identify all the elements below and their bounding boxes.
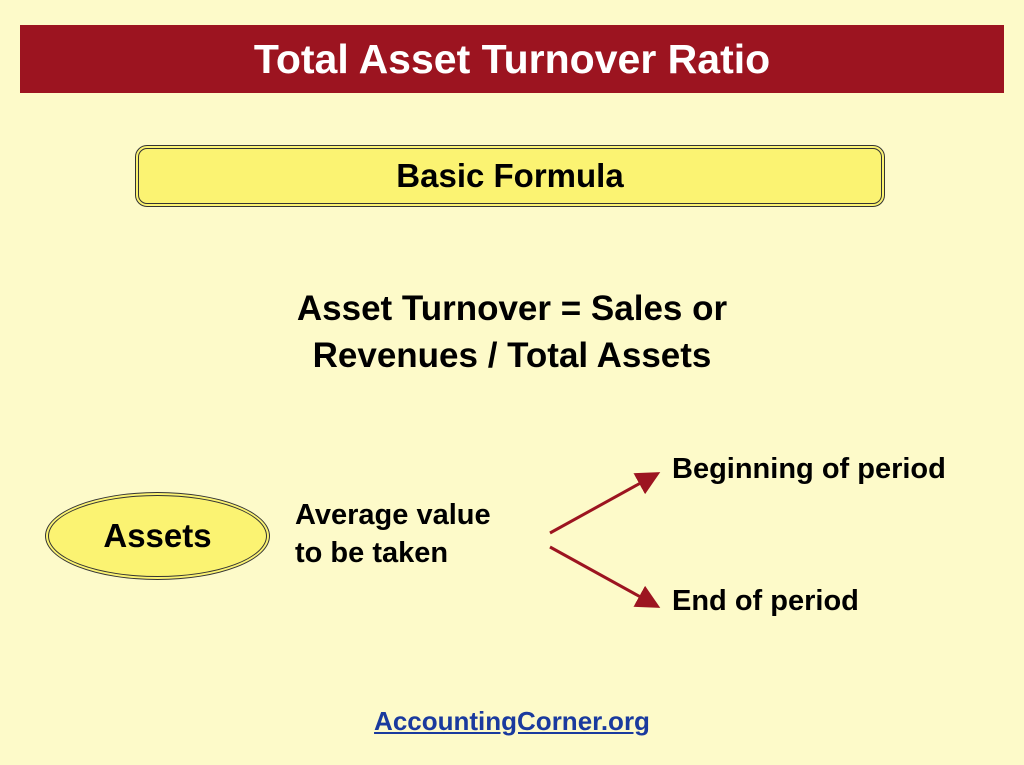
avg-line2: to be taken bbox=[295, 535, 545, 573]
avg-line1: Average value bbox=[295, 497, 545, 535]
page-background bbox=[0, 0, 1024, 765]
title-text: Total Asset Turnover Ratio bbox=[254, 36, 770, 83]
subtitle-text: Basic Formula bbox=[396, 157, 623, 195]
formula-line1: Asset Turnover = Sales or bbox=[150, 285, 874, 332]
assets-oval-text: Assets bbox=[103, 517, 211, 555]
arrow-down bbox=[550, 547, 655, 605]
title-bar: Total Asset Turnover Ratio bbox=[20, 25, 1004, 93]
average-value-block: Average value to be taken bbox=[295, 497, 545, 572]
arrow-up bbox=[550, 475, 655, 533]
footer-link[interactable]: AccountingCorner.org bbox=[0, 706, 1024, 737]
assets-oval: Assets bbox=[45, 492, 270, 580]
formula-line2: Revenues / Total Assets bbox=[150, 332, 874, 379]
formula-block: Asset Turnover = Sales or Revenues / Tot… bbox=[150, 285, 874, 380]
subtitle-box: Basic Formula bbox=[135, 145, 885, 207]
end-period-label: End of period bbox=[672, 585, 859, 618]
beginning-period-label: Beginning of period bbox=[672, 453, 946, 486]
